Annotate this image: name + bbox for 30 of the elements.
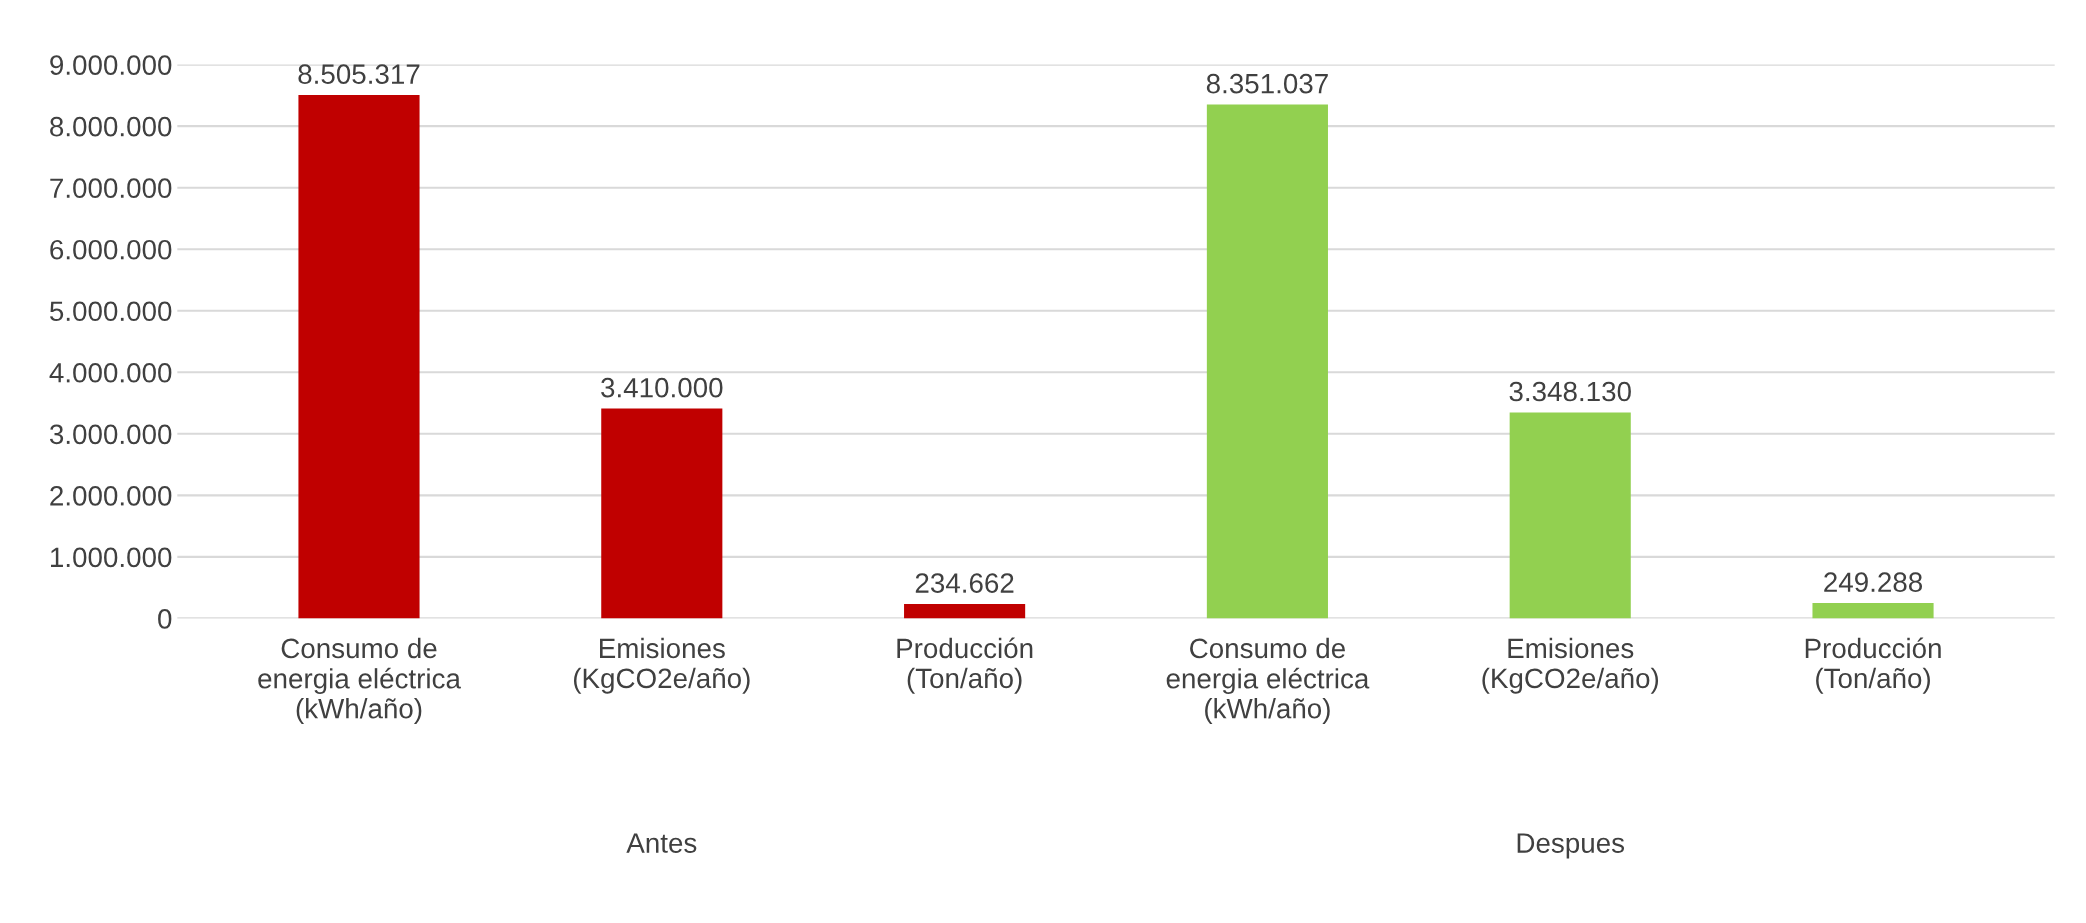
y-tick-label: 9.000.000	[50, 55, 172, 75]
x-tick-label: Emisiones (KgCO2e/año)	[573, 637, 750, 694]
y-tick-label: 1.000.000	[51, 547, 172, 568]
y-tick-label: 0	[158, 609, 172, 629]
y-tick-label: 4.000.000	[49, 362, 172, 383]
bar	[298, 95, 420, 619]
data-label: 3.348.130	[1509, 381, 1631, 402]
y-tick-label: 5.000.000	[50, 301, 172, 322]
text: Despues	[1517, 833, 1625, 859]
bar	[601, 408, 723, 619]
x-tick-label: Consumo de energia eléctrica (kWh/año)	[258, 637, 461, 724]
data-label: 8.505.317	[298, 64, 420, 84]
y-tick-label: 6.000.000	[50, 239, 172, 260]
x-tick-label: Consumo de energia eléctrica (kWh/año)	[1166, 637, 1370, 724]
y-tick-label: 2.000.000	[50, 486, 172, 506]
x-tick-label: Emisiones (KgCO2e/año)	[1482, 637, 1659, 694]
y-tick-label: 7.000.000	[50, 178, 172, 199]
bar	[1812, 603, 1934, 619]
y-tick-label: 8.000.000	[50, 116, 172, 137]
bar	[1206, 104, 1328, 619]
data-label: 234.662	[915, 573, 1014, 593]
data-label: 249.288	[1824, 572, 1923, 593]
bar	[904, 603, 1026, 619]
data-label: 3.410.000	[601, 377, 723, 398]
bar	[1509, 412, 1631, 619]
data-label: 8.351.037	[1206, 73, 1328, 94]
x-tick-label: Producción (Ton/año)	[1805, 637, 1941, 694]
y-tick-label: 3.000.000	[49, 424, 172, 445]
x-tick-label: Producción (Ton/año)	[897, 637, 1033, 694]
text: Antes	[626, 833, 697, 853]
